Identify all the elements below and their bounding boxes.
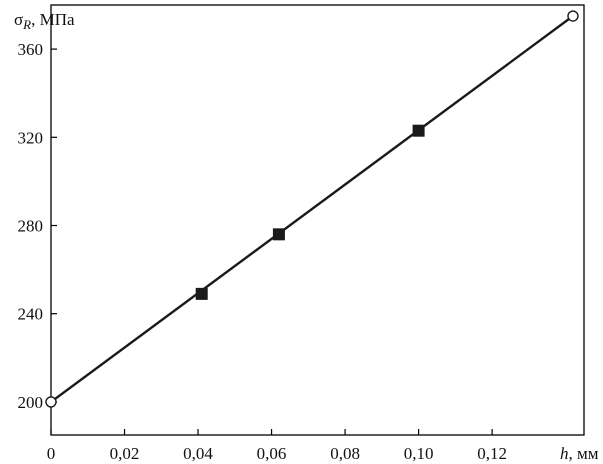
y-tick-label: 240	[18, 305, 44, 324]
data-point-square	[195, 287, 208, 300]
x-tick-label: 0,08	[330, 444, 360, 463]
data-point-square	[412, 124, 425, 137]
x-axis-label: h, мм	[560, 444, 599, 463]
y-tick-label: 320	[18, 128, 44, 147]
y-axis-subscript: R	[22, 17, 31, 32]
x-tick-label: 0,12	[477, 444, 507, 463]
x-tick-label: 0	[47, 444, 56, 463]
x-tick-label: 0,10	[404, 444, 434, 463]
y-axis-symbol: σ	[14, 10, 23, 29]
x-tick-label: 0,02	[110, 444, 140, 463]
x-tick-label: 0,04	[183, 444, 213, 463]
tick-labels: 0 0,02 0,04 0,06 0,08 0,10 0,12 200 240 280 320 360	[18, 40, 507, 463]
y-axis-unit: , МПа	[31, 10, 75, 29]
x-tick-label: 0,06	[257, 444, 287, 463]
series	[45, 10, 579, 408]
data-point-circle	[567, 10, 579, 22]
x-axis-unit: , мм	[569, 444, 599, 463]
plot-frame	[50, 4, 585, 436]
series-line	[50, 15, 574, 403]
ticks	[50, 48, 493, 435]
y-tick-label: 360	[18, 40, 44, 59]
x-axis-symbol: h	[560, 444, 569, 463]
data-point-square	[272, 228, 285, 241]
y-tick-label: 200	[18, 393, 44, 412]
data-point-circle	[45, 396, 57, 408]
y-tick-label: 280	[18, 217, 44, 236]
y-axis-label: σR, МПа	[14, 10, 75, 32]
